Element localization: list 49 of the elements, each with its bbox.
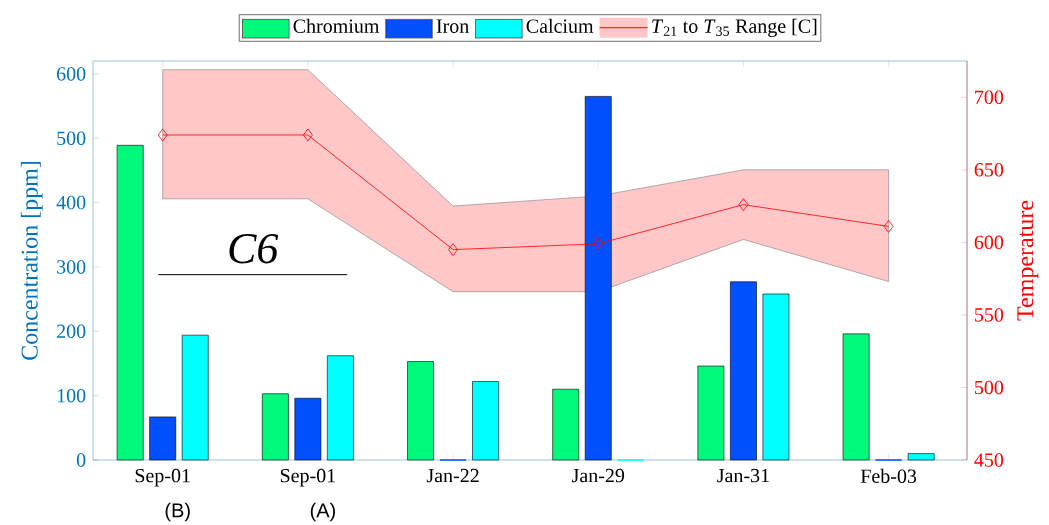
bar xyxy=(552,388,580,461)
x-tick-label: Feb-03 xyxy=(860,468,917,483)
x-tick-label: Jan-31 xyxy=(717,468,769,483)
legend-label: Calcium xyxy=(526,18,594,33)
bar xyxy=(261,393,289,461)
y-tick-label: 0 xyxy=(76,453,86,467)
y-tick-label: 200 xyxy=(57,324,86,339)
x-tick-label: Sep-01 xyxy=(135,468,190,487)
text: (A) xyxy=(310,502,335,522)
bar xyxy=(181,334,209,461)
x-tick-label: Jan-29 xyxy=(572,468,625,483)
bar xyxy=(730,281,757,461)
x-tick-label: Sep-01 xyxy=(280,468,335,487)
y-tick-label: 100 xyxy=(57,388,86,403)
point xyxy=(448,243,458,257)
point xyxy=(593,237,604,251)
y2-axis-title: Temperature xyxy=(1017,200,1039,321)
y2-tick-label: 650 xyxy=(974,163,1004,177)
y2-tick-label: 600 xyxy=(974,235,1004,250)
y-tick-label: 600 xyxy=(56,67,86,81)
y-tick-label: 300 xyxy=(57,260,86,274)
point xyxy=(302,128,313,142)
legend-label: Chromium xyxy=(293,18,380,33)
y2-tick-label: 500 xyxy=(975,380,1004,395)
ref-line-label: C6 xyxy=(229,233,279,264)
bar xyxy=(294,397,322,461)
point xyxy=(883,220,894,233)
bar xyxy=(584,96,612,461)
text: (B) xyxy=(165,502,190,522)
bar xyxy=(907,453,935,461)
y2-tick-label: 550 xyxy=(975,308,1004,322)
bar xyxy=(762,293,790,461)
y2-tick-label: 700 xyxy=(975,90,1004,105)
x-tick-label: Jan-22 xyxy=(426,468,479,483)
bar xyxy=(842,333,870,461)
bar xyxy=(149,416,177,461)
bar xyxy=(407,361,434,461)
legend-label: T$_{21}$ to T$_{35}$ Range [C] xyxy=(652,18,817,38)
y-axis-title: Concentration [ppm] xyxy=(20,161,43,360)
y-tick-label: 500 xyxy=(57,131,86,145)
bar xyxy=(697,365,725,461)
point xyxy=(738,198,749,212)
bar xyxy=(472,381,499,461)
y-tick-label: 400 xyxy=(56,195,86,210)
point xyxy=(157,128,168,142)
y2-tick-label: 450 xyxy=(974,453,1004,467)
legend-label: Iron xyxy=(436,19,469,33)
bar xyxy=(116,145,144,461)
bar xyxy=(327,355,354,461)
